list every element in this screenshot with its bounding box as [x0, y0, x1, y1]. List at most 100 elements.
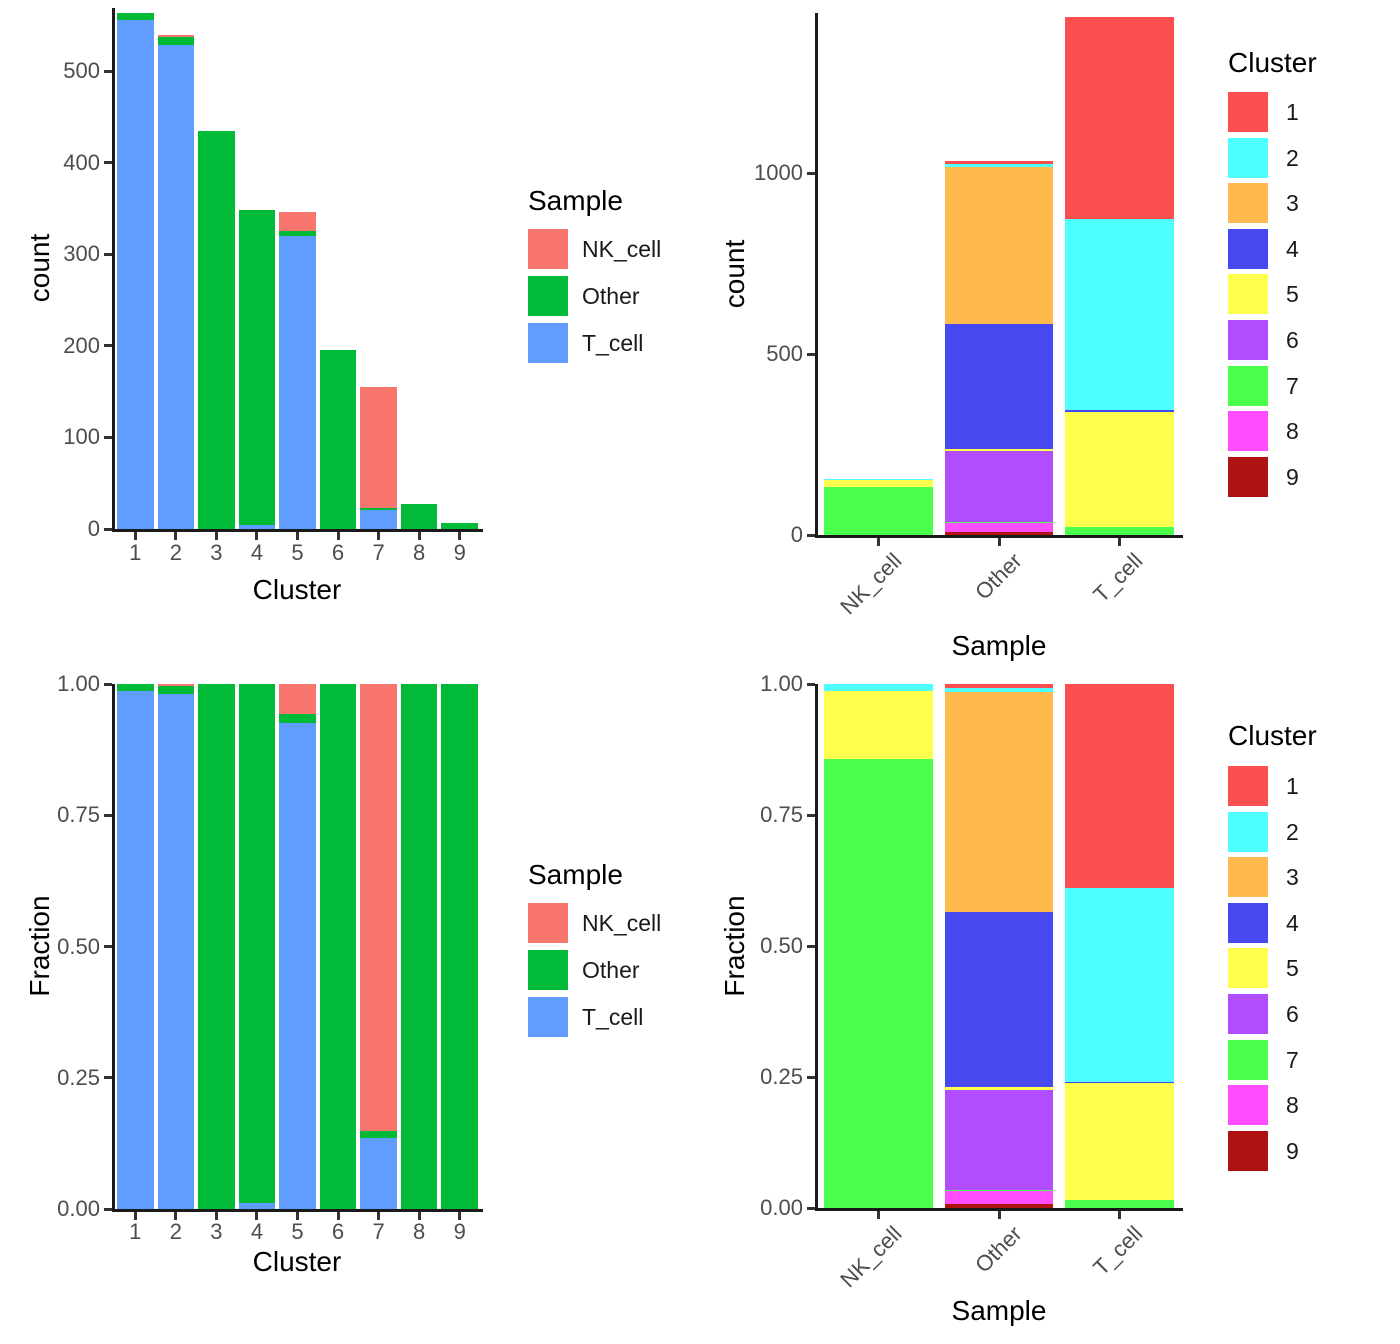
bar-segment-1: [1065, 17, 1174, 219]
x-tick-label: 8: [413, 540, 426, 565]
y-tick-label: 400: [63, 149, 100, 175]
bar-segment-8: [944, 522, 1054, 533]
x-tick-mark: [876, 1211, 880, 1219]
x-tick-label: Other: [970, 1221, 1027, 1278]
y-tick-label: 0.75: [57, 802, 100, 828]
legend-key-3: [1228, 183, 1268, 224]
y-tick-label: 0.50: [760, 933, 803, 958]
bar-segment-4: [1065, 410, 1174, 412]
x-tick-mark: [997, 1211, 1001, 1219]
y-tick-label: 0.00: [760, 1195, 803, 1220]
x-tick-mark: [174, 1212, 178, 1220]
bar-segment-Other: [117, 13, 154, 20]
x-tick-label: 5: [291, 540, 304, 565]
bar-segment-T_cell: [360, 509, 397, 529]
legend-label: 9: [1286, 1137, 1299, 1164]
legend-key-2: [1228, 137, 1268, 178]
legend-key-8: [1228, 411, 1268, 452]
x-tick-label: 3: [210, 540, 223, 565]
x-tick-label: 4: [250, 540, 264, 565]
bar-segment-2: [1065, 218, 1174, 411]
bar-segment-T_cell: [238, 525, 276, 529]
legend-label: T_cell: [582, 330, 644, 356]
y-tick-mark: [807, 944, 815, 948]
x-axis-line: [112, 1209, 483, 1212]
bar-segment-6: [944, 451, 1054, 522]
legend-key-Other: [528, 276, 568, 316]
legend-title: Cluster: [1228, 47, 1317, 78]
legend-label: 3: [1286, 864, 1299, 891]
x-axis-title: Sample: [951, 1295, 1047, 1326]
legend-label: 1: [1286, 99, 1299, 125]
bar-segment-1: [944, 161, 1054, 164]
x-tick-label: 3: [210, 1219, 223, 1244]
x-tick-label: 8: [413, 1219, 426, 1244]
bar-segment-7: [944, 521, 1054, 523]
legend-label: 8: [1286, 1092, 1299, 1119]
x-tick-mark: [377, 1212, 381, 1220]
y-tick-label: 1.00: [760, 671, 803, 696]
bar-segment-T_cell: [157, 693, 195, 1209]
y-tick-label: 0.00: [57, 1196, 100, 1221]
y-axis-line: [815, 684, 818, 1211]
legend-label: NK_cell: [582, 236, 662, 262]
x-tick-mark: [214, 532, 218, 540]
legend-key-8: [1228, 1085, 1268, 1126]
y-tick-label: 1.00: [57, 671, 100, 696]
x-tick-label: 9: [453, 1219, 466, 1244]
bar-segment-Other: [198, 130, 235, 529]
bar-segment-Other: [360, 507, 397, 510]
legend-label: 7: [1286, 372, 1299, 399]
bar-segment-4: [1065, 1081, 1174, 1084]
legend-key-Other: [528, 950, 568, 990]
bar-segment-Other: [198, 684, 235, 1209]
x-tick-mark: [255, 532, 259, 540]
y-tick-label: 300: [63, 241, 100, 267]
bar-segment-Other: [279, 230, 316, 236]
x-tick-mark: [133, 532, 137, 540]
legend-key-5: [1228, 274, 1268, 315]
bar-segment-7: [824, 487, 933, 535]
bar-segment-Other: [441, 522, 478, 529]
x-axis-line: [815, 1208, 1183, 1211]
x-tick-label: NK_cell: [834, 1221, 907, 1293]
legend-label: 4: [1286, 235, 1299, 262]
legend-label: 8: [1286, 418, 1299, 445]
y-tick-mark: [104, 813, 112, 817]
y-tick-mark: [104, 1207, 112, 1211]
x-tick-label: 9: [453, 540, 466, 565]
x-tick-mark: [133, 1212, 137, 1220]
legend-label: 1: [1286, 773, 1299, 799]
y-tick-label: 200: [63, 332, 100, 358]
y-tick-mark: [104, 252, 112, 256]
y-tick-label: 0: [790, 522, 803, 547]
y-tick-mark: [104, 344, 112, 348]
bar-segment-NK_cell: [157, 684, 195, 686]
legend-label: Other: [582, 283, 640, 309]
x-tick-mark: [377, 532, 381, 540]
legend-key-1: [1228, 92, 1268, 132]
legend-key-NK_cell: [528, 229, 568, 269]
bar-segment-T_cell: [238, 1202, 276, 1209]
legend-title: Sample: [528, 859, 623, 890]
bar-segment-9: [944, 532, 1054, 535]
bar-segment-Other: [157, 685, 195, 694]
y-tick-mark: [104, 69, 112, 73]
y-tick-label: 0.50: [57, 933, 100, 959]
y-tick-mark: [104, 435, 112, 439]
legend-label: 5: [1286, 281, 1299, 308]
bar-segment-7: [1065, 1200, 1174, 1208]
legend-key-7: [1228, 365, 1268, 406]
legend-label: 2: [1286, 818, 1299, 845]
bar-segment-Other: [238, 684, 276, 1203]
legend-key-1: [1228, 766, 1268, 806]
legend-label: 5: [1286, 955, 1299, 982]
bar-segment-Other: [400, 504, 438, 529]
legend-label: NK_cell: [582, 910, 662, 936]
y-tick-label: 0.25: [57, 1064, 100, 1090]
y-tick-mark: [104, 682, 112, 686]
legend-key-3: [1228, 857, 1268, 898]
